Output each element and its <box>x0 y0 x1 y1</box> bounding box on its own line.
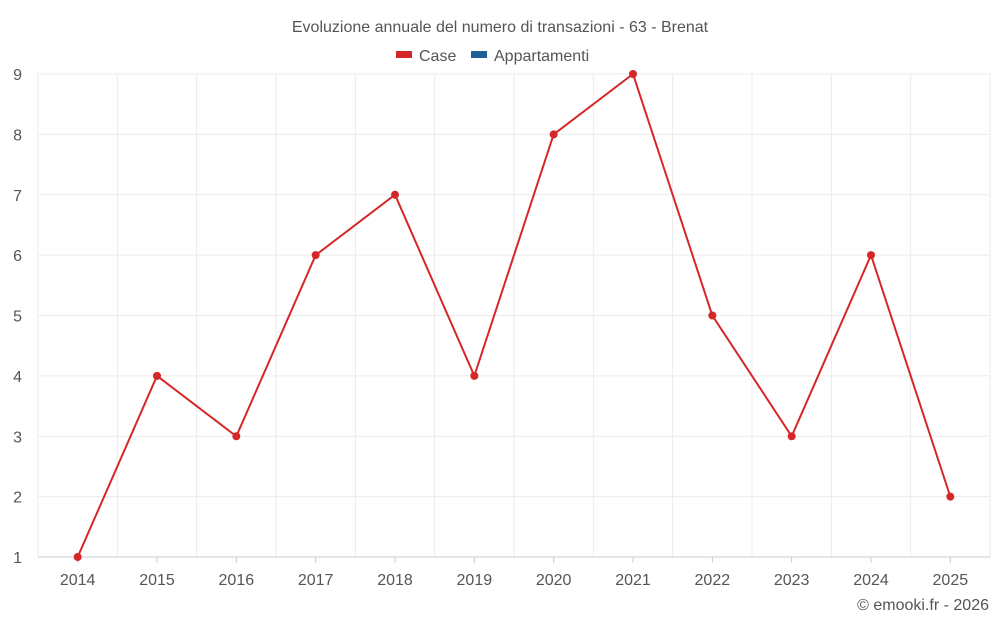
data-point[interactable] <box>629 70 637 78</box>
series-line-0 <box>76 72 952 558</box>
data-point[interactable] <box>73 553 82 561</box>
x-tick-label: 2023 <box>774 572 810 589</box>
data-point[interactable] <box>391 190 399 199</box>
chart-title: Evoluzione annuale del numero di transaz… <box>292 19 709 36</box>
x-tick-label: 2022 <box>695 572 731 589</box>
x-tick-label: 2017 <box>298 572 334 589</box>
y-tick-label: 6 <box>13 248 22 265</box>
y-axis-ticks: 1 2 3 4 5 6 7 8 9 <box>13 67 22 567</box>
y-tick-label: 3 <box>13 429 22 446</box>
data-point[interactable] <box>708 311 717 320</box>
data-point[interactable] <box>867 251 875 260</box>
legend-swatch-appartamenti <box>471 51 487 58</box>
series-layer <box>73 70 955 561</box>
legend-item-case[interactable]: Case <box>396 48 456 65</box>
data-point[interactable] <box>549 130 558 139</box>
y-tick-label: 8 <box>13 127 22 144</box>
x-tick-label: 2016 <box>219 572 255 589</box>
x-tick-label: 2025 <box>933 572 969 589</box>
legend-label-case: Case <box>419 48 456 65</box>
legend-item-appartamenti[interactable]: Appartamenti <box>471 48 589 65</box>
x-tick-label: 2018 <box>377 572 413 589</box>
data-point[interactable] <box>153 371 161 380</box>
y-tick-label: 9 <box>13 67 22 84</box>
data-point[interactable] <box>232 432 241 441</box>
legend-label-appartamenti: Appartamenti <box>494 48 589 65</box>
data-point[interactable] <box>787 432 796 441</box>
y-tick-label: 4 <box>13 369 22 386</box>
x-tick-label: 2015 <box>139 572 175 589</box>
legend-swatch-case <box>396 51 412 58</box>
y-tick-label: 7 <box>13 188 22 205</box>
legend: Case Appartamenti <box>396 48 589 65</box>
x-tick-label: 2014 <box>60 572 96 589</box>
data-point[interactable] <box>470 371 479 380</box>
y-tick-label: 2 <box>13 490 22 507</box>
credit-text: © emooki.fr - 2026 <box>857 597 989 614</box>
data-point[interactable] <box>946 492 955 501</box>
x-tick-label: 2020 <box>536 572 572 589</box>
data-point[interactable] <box>311 251 320 260</box>
x-tick-label: 2019 <box>457 572 493 589</box>
x-tick-label: 2021 <box>615 572 651 589</box>
y-tick-label: 1 <box>13 550 22 567</box>
y-tick-label: 5 <box>13 309 22 326</box>
grid <box>37 73 991 557</box>
x-axis-ticks: 2014 2015 2016 2017 2018 2019 2020 2021 2022 2023… <box>60 557 968 589</box>
x-tick-label: 2024 <box>853 572 889 589</box>
